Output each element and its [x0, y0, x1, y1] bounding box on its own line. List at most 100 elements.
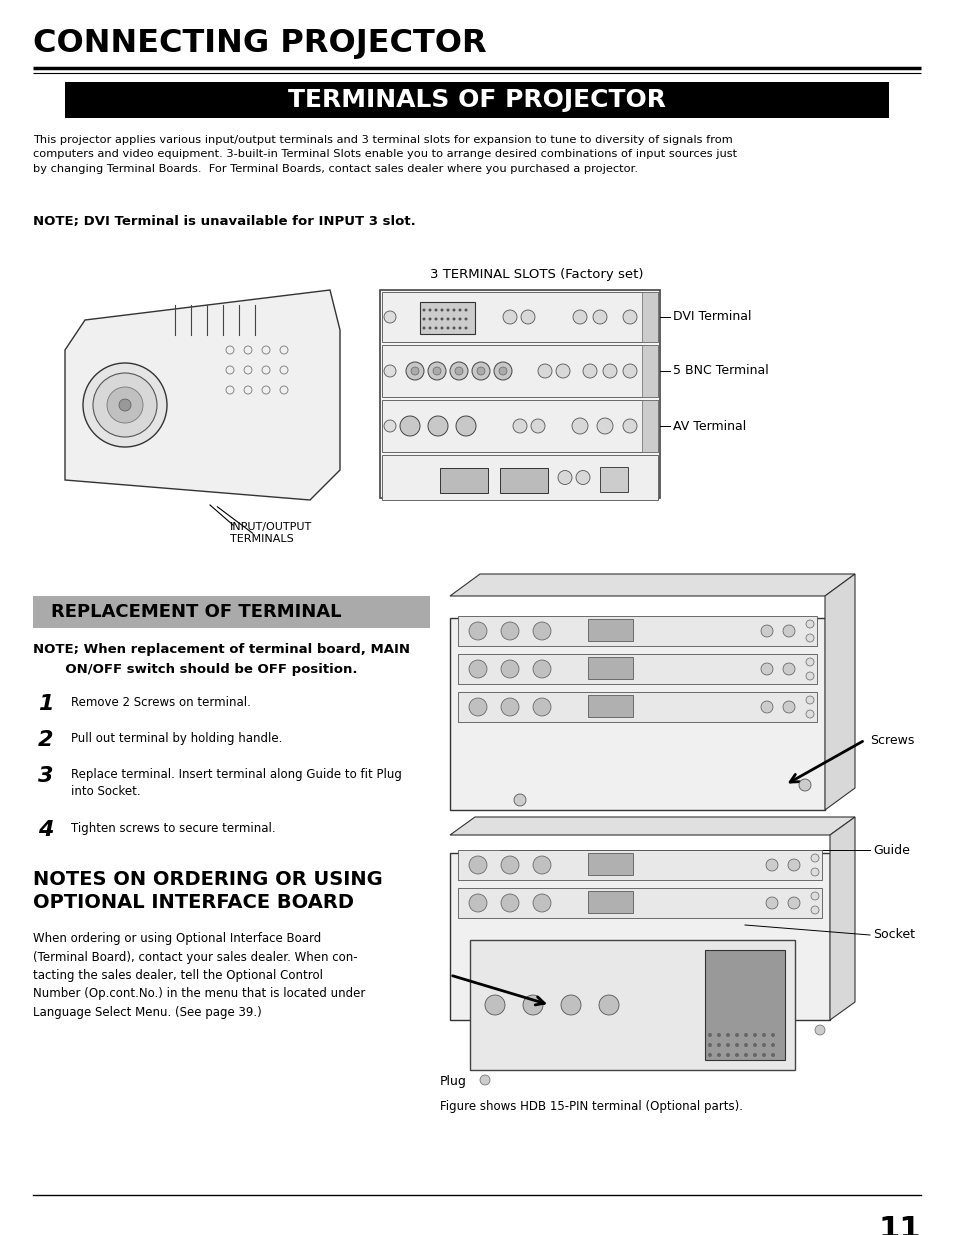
Circle shape — [469, 894, 486, 911]
Bar — [457, 616, 816, 646]
Circle shape — [450, 362, 468, 380]
Circle shape — [707, 1053, 711, 1057]
Circle shape — [717, 1032, 720, 1037]
Circle shape — [760, 663, 772, 676]
Bar — [450, 618, 824, 810]
Circle shape — [533, 894, 551, 911]
Text: 4: 4 — [38, 820, 53, 840]
Text: NOTE; When replacement of terminal board, MAIN: NOTE; When replacement of terminal board… — [33, 643, 410, 656]
Circle shape — [622, 310, 637, 324]
Circle shape — [464, 309, 467, 311]
Circle shape — [717, 1044, 720, 1047]
Text: AV Terminal: AV Terminal — [672, 420, 745, 432]
Circle shape — [770, 1044, 774, 1047]
Circle shape — [513, 419, 526, 433]
Circle shape — [810, 906, 818, 914]
Circle shape — [399, 416, 419, 436]
Circle shape — [411, 367, 418, 375]
Text: When ordering or using Optional Interface Board
(Terminal Board), contact your s: When ordering or using Optional Interfac… — [33, 932, 365, 1019]
Circle shape — [734, 1032, 739, 1037]
Circle shape — [434, 317, 437, 321]
Circle shape — [472, 362, 490, 380]
Circle shape — [782, 625, 794, 637]
Circle shape — [446, 326, 449, 330]
Circle shape — [500, 622, 518, 640]
Circle shape — [810, 853, 818, 862]
Circle shape — [573, 310, 586, 324]
Circle shape — [440, 326, 443, 330]
Circle shape — [422, 317, 425, 321]
Circle shape — [593, 310, 606, 324]
Bar — [457, 692, 816, 722]
Circle shape — [458, 317, 461, 321]
Circle shape — [514, 794, 525, 806]
Text: Plug: Plug — [439, 1074, 466, 1088]
Circle shape — [119, 399, 131, 411]
Circle shape — [452, 309, 455, 311]
Circle shape — [752, 1044, 757, 1047]
Text: Remove 2 Screws on terminal.: Remove 2 Screws on terminal. — [71, 697, 251, 709]
Circle shape — [770, 1032, 774, 1037]
Circle shape — [743, 1032, 747, 1037]
Circle shape — [743, 1053, 747, 1057]
Bar — [419, 303, 475, 333]
Bar — [587, 619, 633, 641]
Text: Guide: Guide — [872, 844, 909, 857]
Text: 3 TERMINAL SLOTS (Factory set): 3 TERMINAL SLOTS (Factory set) — [430, 268, 643, 282]
Circle shape — [446, 309, 449, 311]
Circle shape — [576, 471, 589, 484]
Circle shape — [810, 868, 818, 876]
Circle shape — [725, 1053, 729, 1057]
Circle shape — [92, 373, 157, 437]
Text: NOTE; DVI Terminal is unavailable for INPUT 3 slot.: NOTE; DVI Terminal is unavailable for IN… — [33, 215, 416, 228]
Circle shape — [422, 309, 425, 311]
Text: Replace terminal. Insert terminal along Guide to fit Plug
into Socket.: Replace terminal. Insert terminal along … — [71, 768, 401, 798]
Circle shape — [428, 362, 446, 380]
Text: 11: 11 — [878, 1215, 920, 1235]
Circle shape — [500, 894, 518, 911]
Circle shape — [455, 367, 462, 375]
Text: DVI Terminal: DVI Terminal — [672, 310, 751, 324]
Circle shape — [434, 309, 437, 311]
Circle shape — [787, 897, 800, 909]
Text: OPTIONAL INTERFACE BOARD: OPTIONAL INTERFACE BOARD — [33, 893, 354, 911]
Text: NOTES ON ORDERING OR USING: NOTES ON ORDERING OR USING — [33, 869, 382, 889]
Circle shape — [761, 1032, 765, 1037]
Circle shape — [770, 1053, 774, 1057]
Text: 2: 2 — [38, 730, 53, 750]
Text: 1: 1 — [38, 694, 53, 714]
Circle shape — [560, 995, 580, 1015]
Polygon shape — [65, 290, 339, 500]
Bar — [587, 695, 633, 718]
Circle shape — [805, 634, 813, 642]
Circle shape — [498, 367, 506, 375]
Bar — [599, 467, 627, 492]
Circle shape — [500, 659, 518, 678]
Circle shape — [83, 363, 167, 447]
Circle shape — [598, 995, 618, 1015]
Bar — [439, 468, 488, 493]
Circle shape — [464, 317, 467, 321]
Circle shape — [537, 364, 552, 378]
Circle shape — [572, 417, 587, 433]
Circle shape — [799, 779, 810, 790]
Bar — [587, 657, 633, 679]
Circle shape — [765, 897, 778, 909]
Text: CONNECTING PROJECTOR: CONNECTING PROJECTOR — [33, 28, 486, 59]
Circle shape — [484, 995, 504, 1015]
Circle shape — [805, 710, 813, 718]
Circle shape — [782, 701, 794, 713]
Bar — [381, 400, 658, 452]
Circle shape — [384, 420, 395, 432]
Bar — [379, 290, 659, 498]
Text: This projector applies various input/output terminals and 3 terminal slots for e: This projector applies various input/out… — [33, 135, 737, 174]
Circle shape — [440, 317, 443, 321]
Circle shape — [805, 620, 813, 629]
Text: Pull out terminal by holding handle.: Pull out terminal by holding handle. — [71, 732, 282, 745]
Text: 5 BNC Terminal: 5 BNC Terminal — [672, 364, 768, 378]
Circle shape — [707, 1032, 711, 1037]
Circle shape — [717, 1053, 720, 1057]
Circle shape — [707, 1044, 711, 1047]
Circle shape — [500, 698, 518, 716]
Bar — [641, 291, 658, 342]
